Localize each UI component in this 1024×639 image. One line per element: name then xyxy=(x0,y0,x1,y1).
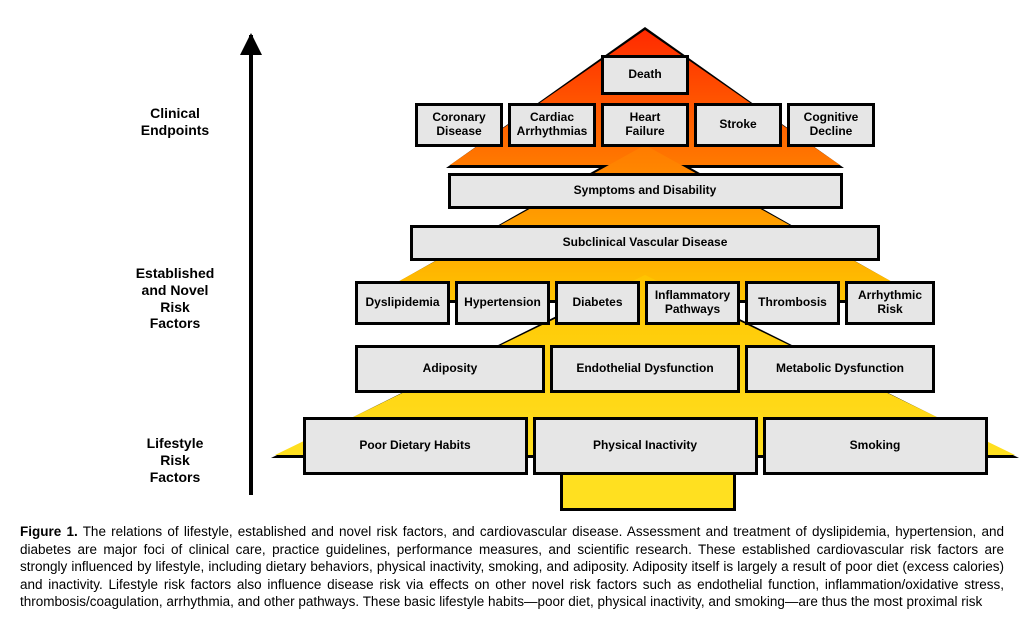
diagram-box-4-4: Thrombosis xyxy=(745,281,840,325)
arrow-head-icon xyxy=(240,33,262,55)
diagram-row-4: DyslipidemiaHypertensionDiabetesInflamma… xyxy=(275,281,1015,325)
diagram-box-1-2: HeartFailure xyxy=(601,103,689,147)
pyramid-container: Death CoronaryDiseaseCardiacArrhythmiasHe… xyxy=(275,15,1015,510)
side-label-0: ClinicalEndpoints xyxy=(115,105,235,139)
diagram-box-5-1: Endothelial Dysfunction xyxy=(550,345,740,393)
diagram-box-5-2: Metabolic Dysfunction xyxy=(745,345,935,393)
diagram-box-6-2: Smoking xyxy=(763,417,988,475)
diagram-box-4-1: Hypertension xyxy=(455,281,550,325)
diagram-row-5: AdiposityEndothelial DysfunctionMetaboli… xyxy=(275,345,1015,393)
diagram-row-1: CoronaryDiseaseCardiacArrhythmiasHeartFa… xyxy=(275,103,1015,147)
diagram-row-3: Subclinical Vascular Disease xyxy=(275,225,1015,261)
diagram-row-6: Poor Dietary HabitsPhysical InactivitySm… xyxy=(275,417,1015,475)
diagram-box-3-0: Subclinical Vascular Disease xyxy=(410,225,880,261)
diagram-box-6-1: Physical Inactivity xyxy=(533,417,758,475)
arrow-shaft xyxy=(249,35,253,495)
vertical-arrow xyxy=(240,35,253,495)
pyramid-diagram: ClinicalEndpoints Establishedand NovelRis… xyxy=(20,15,1004,515)
diagram-box-1-3: Stroke xyxy=(694,103,782,147)
diagram-box-0-0: Death xyxy=(601,55,689,95)
caption-heading: Figure 1. xyxy=(20,524,78,539)
diagram-box-1-4: CognitiveDecline xyxy=(787,103,875,147)
diagram-box-1-0: CoronaryDisease xyxy=(415,103,503,147)
diagram-box-5-0: Adiposity xyxy=(355,345,545,393)
diagram-box-2-0: Symptoms and Disability xyxy=(448,173,843,209)
diagram-box-4-3: InflammatoryPathways xyxy=(645,281,740,325)
diagram-row-2: Symptoms and Disability xyxy=(275,173,1015,209)
side-label-2: LifestyleRiskFactors xyxy=(115,435,235,485)
diagram-box-1-1: CardiacArrhythmias xyxy=(508,103,596,147)
figure-caption: Figure 1. The relations of lifestyle, es… xyxy=(20,523,1004,611)
caption-body: The relations of lifestyle, established … xyxy=(20,524,1004,609)
diagram-box-4-5: ArrhythmicRisk xyxy=(845,281,935,325)
diagram-box-4-0: Dyslipidemia xyxy=(355,281,450,325)
diagram-box-6-0: Poor Dietary Habits xyxy=(303,417,528,475)
diagram-box-4-2: Diabetes xyxy=(555,281,640,325)
diagram-row-0: Death xyxy=(275,55,1015,95)
side-label-1: Establishedand NovelRiskFactors xyxy=(115,265,235,332)
